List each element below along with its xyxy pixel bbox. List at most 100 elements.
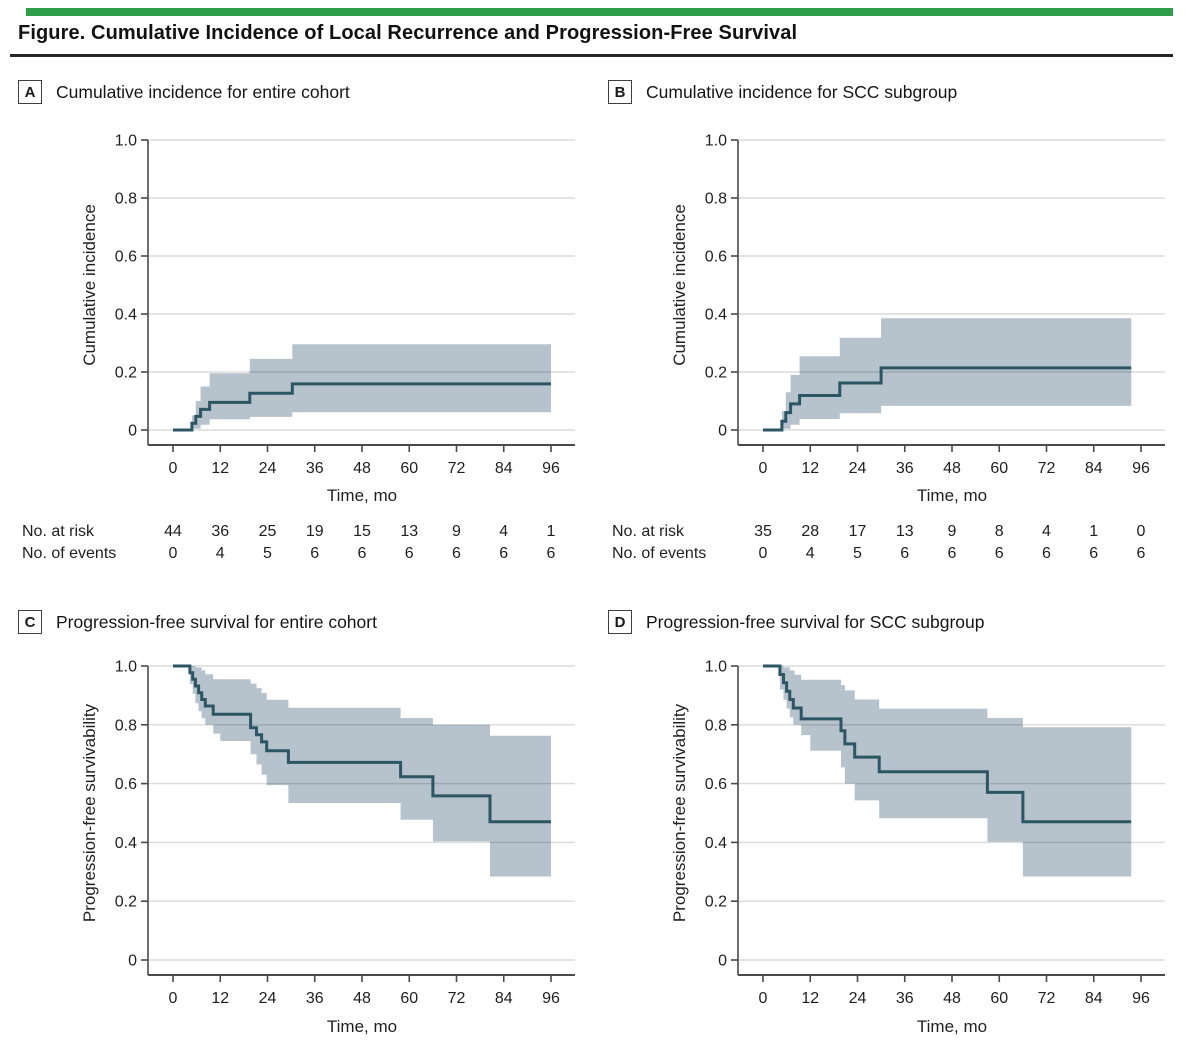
events-count: 6 — [499, 545, 508, 562]
y-tick-label: 0.2 — [705, 365, 727, 382]
x-tick-label: 24 — [259, 990, 277, 1007]
x-tick-label: 48 — [943, 460, 961, 477]
x-tick-label: 36 — [896, 990, 914, 1007]
ci-band — [763, 318, 1132, 430]
at-risk-count: 8 — [995, 523, 1004, 540]
x-tick-label: 84 — [495, 460, 513, 477]
panel-c-title: Progression-free survival for entire coh… — [56, 611, 377, 632]
y-tick-label: 0.8 — [705, 717, 727, 734]
events-row-label: No. of events — [612, 545, 706, 562]
at-risk-count: 13 — [400, 523, 418, 540]
y-tick-label: 0 — [718, 953, 727, 970]
x-axis-label: Time, mo — [327, 1017, 397, 1036]
y-tick-label: 0.8 — [115, 191, 137, 208]
panel-d-chart: 0 0.2 0.4 0.6 0.8 1.0 0 12 24 36 48 60 72 84 96 Time, m… — [670, 659, 1165, 1036]
events-count: 5 — [263, 545, 272, 562]
x-tick-label: 72 — [448, 990, 466, 1007]
y-tick-label: 0.6 — [115, 776, 137, 793]
x-tick-label: 48 — [353, 990, 371, 1007]
panel-c-header: C Progression-free survival for entire c… — [18, 610, 377, 634]
y-tick-label: 0.4 — [705, 307, 727, 324]
at-risk-count: 28 — [801, 523, 819, 540]
events-count: 6 — [1137, 545, 1146, 562]
events-count: 0 — [169, 545, 178, 562]
at-risk-count: 19 — [306, 523, 324, 540]
panel-b-header: B Cumulative incidence for SCC subgroup — [608, 80, 957, 104]
x-tick-label: 24 — [849, 990, 867, 1007]
x-tick-label: 12 — [211, 460, 229, 477]
x-tick-label: 72 — [1038, 990, 1056, 1007]
events-count: 6 — [900, 545, 909, 562]
events-count: 4 — [216, 545, 225, 562]
events-count: 6 — [1042, 545, 1051, 562]
y-axis-label: Progression-free survivability — [80, 703, 99, 922]
panel-d-letter: D — [608, 610, 632, 634]
ci-band — [173, 344, 551, 430]
x-tick-label: 36 — [306, 990, 324, 1007]
events-count: 6 — [1089, 545, 1098, 562]
y-tick-label: 0.8 — [705, 191, 727, 208]
x-tick-label: 0 — [759, 990, 768, 1007]
x-tick-label: 72 — [1038, 460, 1056, 477]
y-tick-label: 1.0 — [705, 133, 727, 150]
at-risk-count: 13 — [896, 523, 914, 540]
accent-bar — [26, 8, 1173, 16]
x-tick-label: 0 — [169, 990, 178, 1007]
at-risk-count: 4 — [1042, 523, 1051, 540]
at-risk-count: 0 — [1137, 523, 1146, 540]
x-tick-label: 84 — [1085, 990, 1103, 1007]
survival-step-line — [763, 664, 1132, 824]
y-axis-label: Progression-free survivability — [670, 703, 689, 922]
at-risk-count: 44 — [164, 523, 182, 540]
figure-title: Figure. Cumulative Incidence of Local Re… — [18, 22, 798, 44]
at-risk-count: 9 — [948, 523, 957, 540]
y-axis-label: Cumulative incidence — [80, 204, 99, 366]
events-count: 6 — [405, 545, 414, 562]
at-risk-count: 1 — [547, 523, 556, 540]
x-axis-label: Time, mo — [917, 486, 987, 505]
y-tick-label: 0.4 — [705, 835, 727, 852]
at-risk-count: 17 — [849, 523, 867, 540]
at-risk-count: 35 — [754, 523, 772, 540]
y-tick-label: 0.6 — [705, 776, 727, 793]
x-tick-label: 60 — [400, 990, 418, 1007]
x-tick-label: 84 — [495, 990, 513, 1007]
panel-a-letter: A — [18, 80, 42, 104]
x-tick-label: 96 — [542, 990, 560, 1007]
at-risk-row-label: No. at risk — [22, 523, 95, 540]
x-tick-label: 24 — [849, 460, 867, 477]
at-risk-count: 36 — [211, 523, 229, 540]
panel-b-letter: B — [608, 80, 632, 104]
panel-d-header: D Progression-free survival for SCC subg… — [608, 610, 984, 634]
x-tick-label: 48 — [943, 990, 961, 1007]
events-count: 6 — [452, 545, 461, 562]
survival-step-line — [763, 366, 1132, 432]
panel-c-letter: C — [18, 610, 42, 634]
x-tick-label: 60 — [990, 460, 1008, 477]
y-tick-label: 0.8 — [115, 717, 137, 734]
y-tick-label: 0.2 — [115, 365, 137, 382]
survival-step-line — [173, 382, 551, 432]
x-tick-label: 60 — [990, 990, 1008, 1007]
x-tick-label: 0 — [759, 460, 768, 477]
y-tick-label: 0.2 — [115, 894, 137, 911]
y-tick-label: 0 — [128, 423, 137, 440]
events-count: 6 — [358, 545, 367, 562]
x-axis-label: Time, mo — [327, 486, 397, 505]
events-count: 6 — [948, 545, 957, 562]
x-tick-label: 12 — [801, 460, 819, 477]
y-tick-label: 0 — [128, 953, 137, 970]
x-tick-label: 96 — [542, 460, 560, 477]
events-count: 6 — [995, 545, 1004, 562]
x-tick-label: 12 — [801, 990, 819, 1007]
events-count: 5 — [853, 545, 862, 562]
x-tick-label: 0 — [169, 460, 178, 477]
y-tick-label: 1.0 — [115, 133, 137, 150]
y-tick-label: 0.6 — [705, 249, 727, 266]
y-tick-label: 0.6 — [115, 249, 137, 266]
title-divider — [10, 54, 1173, 57]
x-axis-label: Time, mo — [917, 1017, 987, 1036]
